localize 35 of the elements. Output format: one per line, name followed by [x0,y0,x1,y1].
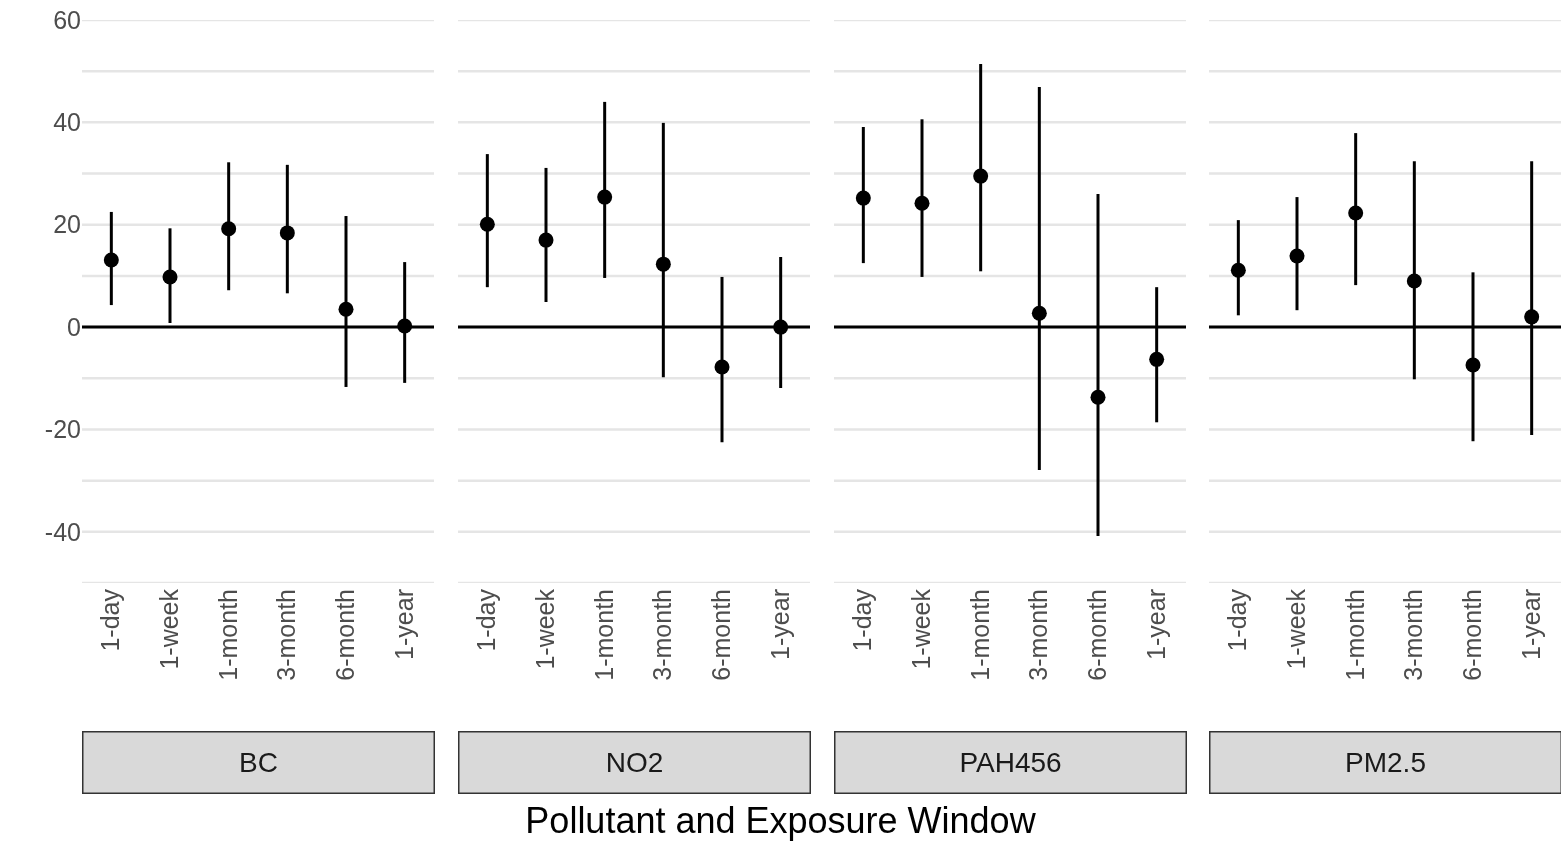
text: BC [239,747,278,778]
x-tick-label: 1-year [1141,589,1170,660]
x-tick-label: 3-month [1399,589,1428,681]
x-tick-label: 1-year [1516,589,1545,660]
x-tick-label: 6-month [1458,589,1487,681]
x-tick-label: 1-day [1223,588,1252,652]
y-tick-label: 20 [53,210,81,239]
x-tick-label: 1-year [765,589,794,660]
text: NO2 [605,747,664,778]
x-tick-label: 6-month [1083,589,1112,681]
x-tick-label: 1-day [472,588,501,652]
x-tick-label: 1-day [96,588,125,652]
x-tick-label: 3-month [1024,589,1053,681]
y-tick-label: 60 [53,5,81,34]
y-tick-label: 0 [67,312,81,341]
x-tick-label: 1-month [589,589,618,681]
x-tick-label: 1-month [965,589,994,681]
text: PAH456 [959,747,1062,778]
y-tick-label: 40 [53,108,81,137]
x-tick-label: 6-month [331,589,360,681]
x-tick-label: 1-month [213,589,242,681]
y-tick-label: -40 [44,517,81,546]
x-tick-label: 3-month [272,589,301,681]
x-tick-label: 1-week [907,588,936,670]
x-axis-title: Pollutant and Exposure Window [524,800,1037,842]
x-tick-label: 6-month [707,589,736,681]
x-tick-label: 1-day [848,588,877,652]
x-tick-label: 1-month [1340,589,1369,681]
x-tick-label: 1-week [155,588,184,670]
x-tick-label: 1-week [1282,588,1311,670]
text: PM2.5 [1345,747,1426,778]
x-tick-label: 1-week [531,588,560,670]
y-tick-label: -20 [44,415,81,444]
x-tick-label: 1-year [389,589,418,660]
x-tick-label: 3-month [648,589,677,681]
